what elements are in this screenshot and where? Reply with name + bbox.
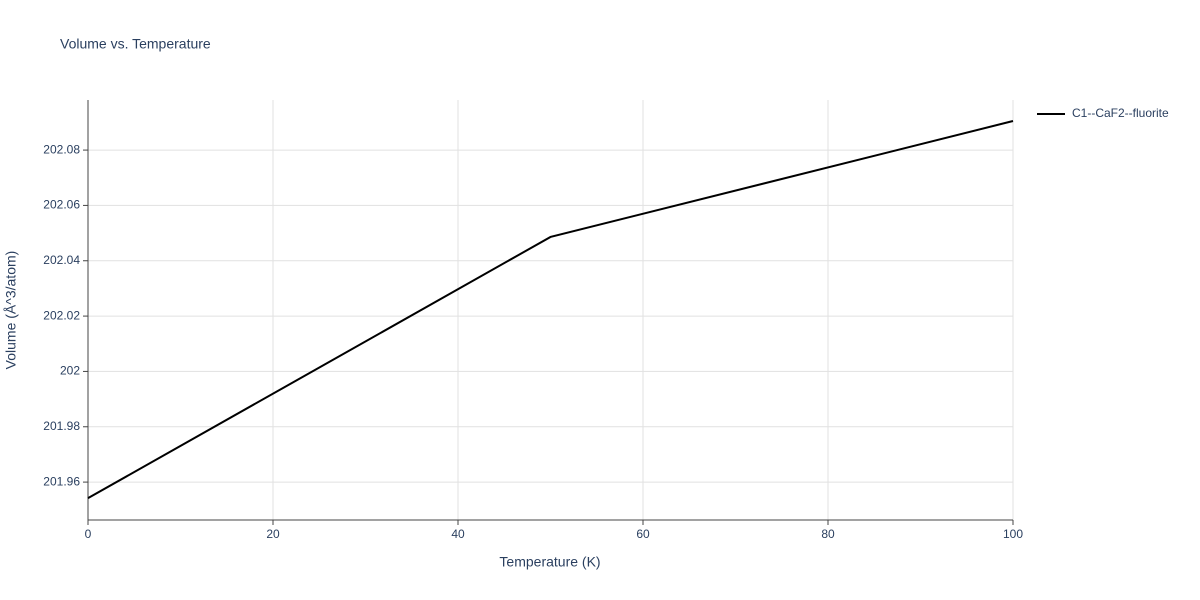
y-tick-label: 201.98 — [43, 419, 80, 433]
y-tick-label: 202.04 — [43, 253, 80, 267]
x-tick-label: 60 — [636, 527, 650, 541]
y-tick-label: 202.06 — [43, 198, 80, 212]
x-axis-label: Temperature (K) — [499, 554, 600, 570]
y-tick-label: 202 — [60, 364, 80, 378]
x-tick-label: 20 — [266, 527, 280, 541]
line-series — [87, 120, 1014, 500]
x-tick-label: 80 — [821, 527, 835, 541]
legend-label: C1--CaF2--fluorite — [1072, 106, 1169, 120]
x-tick-label: 40 — [451, 527, 465, 541]
x-tick-label: 0 — [85, 527, 92, 541]
y-tick-label: 201.96 — [43, 474, 80, 488]
y-axis-label: Volume (Å^3/atom) — [3, 251, 19, 370]
x-tick-label: 100 — [1003, 527, 1023, 541]
chart-title: Volume vs. Temperature — [60, 36, 211, 52]
y-tick-label: 202.08 — [43, 142, 80, 156]
y-tick-label: 202.02 — [43, 308, 80, 322]
